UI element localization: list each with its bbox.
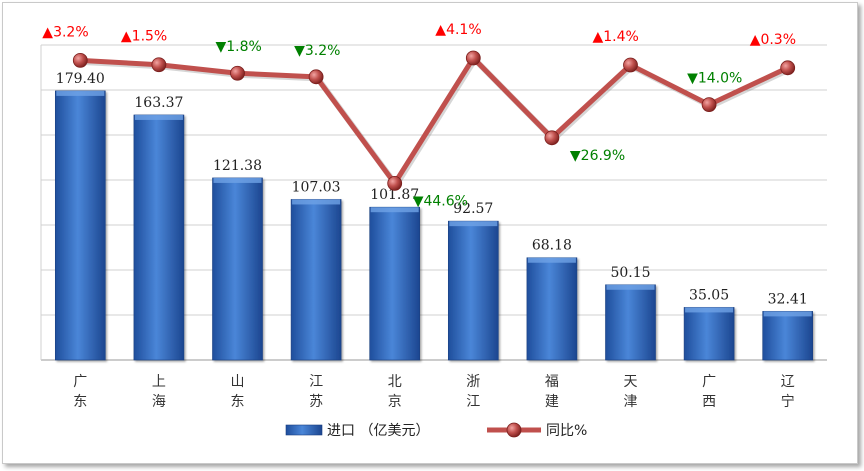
percent-label: ▲3.2%: [42, 24, 88, 40]
line-point: [151, 57, 167, 73]
combo-chart: 179.40 163.37 121.38 107.03 101.87 92.57 68.18…: [40, 22, 827, 439]
percent-label: ▲1.5%: [121, 29, 167, 45]
bar-value-label: 179.40: [56, 71, 105, 87]
percent-label: ▲1.4%: [593, 29, 639, 45]
category-label: 东: [231, 394, 245, 410]
bar-value-label: 35.05: [689, 287, 729, 303]
line-point: [465, 50, 481, 66]
bar: [369, 206, 421, 361]
category-label: 北: [388, 374, 402, 390]
bar: [526, 257, 578, 361]
category-label: 浙: [466, 374, 480, 390]
bar-value-label: 163.37: [134, 95, 183, 111]
series-line: [80, 55, 789, 186]
category-label: 山: [231, 374, 245, 390]
category-label: 宁: [781, 393, 795, 410]
category-label: 苏: [309, 394, 323, 410]
bar-value-label: 121.38: [213, 158, 262, 174]
legend-line-marker: [506, 422, 522, 438]
bar-top-highlight: [763, 311, 812, 317]
category-label: 天: [624, 374, 638, 390]
line-point: [544, 130, 560, 146]
category-label: 福: [545, 374, 559, 390]
bar-top-highlight: [134, 114, 183, 120]
percent-labels: ▲3.2% ▲1.5% ▼1.8% ▼3.2% ▼44.6% ▲4.1% ▼26.9% ▲1.…: [42, 22, 796, 209]
bar: [683, 307, 735, 361]
line-point: [623, 57, 638, 73]
category-label: 江: [466, 394, 480, 410]
bar-value-label: 107.03: [292, 179, 341, 195]
category-label: 津: [624, 394, 638, 410]
bar-top-highlight: [685, 307, 734, 313]
bar: [133, 114, 185, 361]
line-point: [701, 97, 717, 113]
category-label: 辽: [781, 374, 795, 390]
bar-top-highlight: [527, 257, 576, 263]
bar-value-labels: 179.40 163.37 121.38 107.03 101.87 92.57 68.18…: [56, 71, 808, 307]
bar: [447, 220, 499, 361]
category-label: 建: [545, 394, 559, 410]
percent-label: ▼44.6%: [413, 193, 468, 209]
percent-label: ▼1.8%: [216, 39, 262, 55]
bar: [605, 284, 656, 361]
line-series: [72, 50, 796, 191]
bar-value-label: 68.18: [532, 238, 572, 254]
chart-frame: 179.40 163.37 121.38 107.03 101.87 92.57 68.18…: [2, 2, 858, 464]
bar-top-highlight: [213, 177, 262, 183]
bar-value-label: 92.57: [453, 201, 493, 217]
category-label: 西: [702, 394, 716, 410]
legend-bar-swatch: [285, 424, 323, 436]
line-point: [230, 65, 245, 81]
line-point: [780, 60, 796, 76]
legend-line-label: 同比%: [546, 423, 587, 439]
category-label: 广: [73, 374, 87, 390]
bar: [290, 199, 342, 361]
bar-top-highlight: [606, 284, 655, 290]
category-label: 上: [152, 374, 166, 390]
category-label: 海: [152, 394, 166, 410]
line-point: [387, 175, 403, 191]
bar-top-highlight: [449, 221, 498, 227]
bar-top-highlight: [292, 199, 341, 205]
bar-series: [54, 90, 814, 361]
legend-bar-label: 进口 （亿美元）: [327, 423, 429, 439]
category-label: 京: [388, 394, 402, 410]
line-point: [308, 69, 324, 85]
percent-label: ▲0.3%: [750, 32, 796, 48]
bar-value-label: 50.15: [610, 265, 650, 281]
bar-value-label: 101.87: [370, 187, 419, 203]
percent-label: ▼3.2%: [294, 43, 340, 59]
percent-label: ▼26.9%: [570, 148, 625, 164]
bar: [54, 90, 106, 361]
category-label: 广: [702, 374, 716, 390]
line-point: [72, 52, 88, 68]
bar-top-highlight: [56, 90, 105, 96]
bar-value-label: 32.41: [768, 291, 808, 307]
percent-label: ▼14.0%: [687, 71, 742, 87]
category-label: 东: [73, 394, 87, 410]
bar-top-highlight: [370, 207, 419, 213]
percent-label: ▲4.1%: [435, 22, 481, 38]
bar: [212, 177, 263, 361]
bar: [762, 311, 814, 361]
category-label: 江: [309, 374, 323, 390]
legend: 进口 （亿美元） 同比%: [285, 422, 587, 439]
